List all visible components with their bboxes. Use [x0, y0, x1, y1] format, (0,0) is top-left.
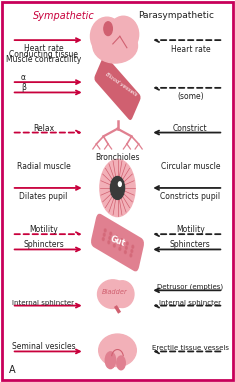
Circle shape: [126, 242, 128, 245]
Text: A: A: [9, 365, 16, 375]
Text: Gut: Gut: [109, 235, 126, 248]
Text: Bladder: Bladder: [102, 289, 128, 295]
Circle shape: [131, 249, 133, 253]
Circle shape: [103, 233, 105, 236]
Ellipse shape: [108, 16, 139, 52]
Text: Blood vessels: Blood vessels: [104, 72, 138, 97]
Text: Heart rate: Heart rate: [171, 45, 210, 54]
Circle shape: [114, 240, 116, 243]
Circle shape: [130, 254, 132, 257]
Text: Heart rate: Heart rate: [24, 44, 63, 53]
Circle shape: [100, 159, 135, 217]
Circle shape: [119, 247, 121, 250]
Ellipse shape: [93, 29, 137, 63]
Text: Erectile tissue vessels: Erectile tissue vessels: [152, 345, 229, 351]
Text: Constricts pupil: Constricts pupil: [160, 192, 220, 201]
Text: Relax: Relax: [33, 123, 54, 133]
Circle shape: [132, 245, 134, 248]
Circle shape: [104, 229, 106, 232]
Text: β: β: [21, 83, 26, 92]
Text: Radial muscle: Radial muscle: [17, 162, 70, 171]
Circle shape: [110, 176, 125, 199]
Text: α: α: [21, 73, 26, 82]
Text: Conducting tissue: Conducting tissue: [9, 50, 78, 59]
Text: Dilates pupil: Dilates pupil: [19, 192, 68, 201]
Text: (some): (some): [177, 92, 204, 101]
Text: Motility: Motility: [176, 225, 205, 234]
Circle shape: [118, 182, 121, 186]
Text: Sympathetic: Sympathetic: [33, 11, 94, 21]
Ellipse shape: [110, 281, 134, 308]
Circle shape: [124, 251, 126, 254]
Circle shape: [109, 236, 111, 240]
Ellipse shape: [90, 17, 123, 55]
Circle shape: [110, 232, 112, 235]
FancyBboxPatch shape: [94, 56, 141, 120]
Text: Muscle contractility: Muscle contractility: [6, 55, 81, 65]
Circle shape: [121, 239, 123, 242]
Text: Parasympathetic: Parasympathetic: [138, 11, 214, 20]
Text: Sphincters: Sphincters: [170, 240, 211, 249]
Text: Seminal vesicles: Seminal vesicles: [12, 342, 75, 351]
Circle shape: [125, 246, 127, 249]
Ellipse shape: [98, 280, 128, 309]
Circle shape: [104, 22, 112, 36]
Circle shape: [120, 243, 122, 246]
Circle shape: [115, 235, 117, 238]
Text: Internal sphincter: Internal sphincter: [12, 299, 74, 306]
Text: Circular muscle: Circular muscle: [161, 162, 220, 171]
FancyBboxPatch shape: [91, 214, 144, 272]
Text: Bronchioles: Bronchioles: [95, 153, 140, 162]
Text: Sphincters: Sphincters: [23, 240, 64, 249]
Circle shape: [117, 356, 125, 370]
Circle shape: [108, 241, 110, 244]
Text: Detrusor (empties): Detrusor (empties): [157, 284, 223, 290]
Circle shape: [113, 244, 115, 247]
Circle shape: [105, 352, 116, 369]
Text: Internal sphincter: Internal sphincter: [159, 299, 221, 306]
Text: Motility: Motility: [29, 225, 58, 234]
Ellipse shape: [99, 334, 136, 367]
Text: Constrict: Constrict: [173, 123, 208, 133]
Circle shape: [102, 238, 104, 241]
